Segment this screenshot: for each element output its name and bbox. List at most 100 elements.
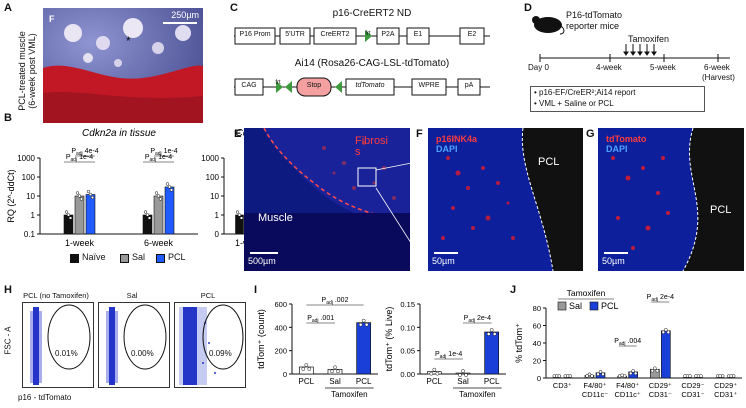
construct-title-top: p16-CreERT2 ND [332, 8, 412, 19]
data-point [568, 374, 573, 378]
data-point [235, 210, 240, 214]
data-point [86, 189, 91, 194]
box-p16-prom: P16 Prom [239, 31, 271, 38]
sig-sub: adj [440, 354, 447, 360]
sig-sub: adj [71, 157, 78, 163]
data-point [158, 197, 163, 201]
x-tick-label: PCL [427, 377, 443, 386]
facs-title-1: PCL (no Tamoxifen) [23, 291, 89, 300]
panel-label-j: J [510, 284, 517, 296]
legend-swatch-sal [120, 254, 129, 263]
data-point [237, 213, 242, 217]
sig-sub: adj [326, 300, 333, 306]
trichrome-image: F * 250µm [43, 8, 203, 123]
data-point [333, 365, 337, 370]
legend-label-pcl: PCL [601, 301, 619, 311]
box-pa: pA [464, 82, 474, 89]
tamoxifen-label: Tamoxifen [628, 34, 670, 44]
y-tick-label: 0.10 [400, 323, 415, 332]
x-tick-label: CD29⁺ [714, 381, 737, 390]
data-point [88, 192, 93, 197]
facs-x-axis: p16 - tdTomato [18, 393, 72, 402]
pcl-label-g: PCL [710, 204, 732, 216]
legend-label-naive: Naïve [82, 252, 106, 262]
panel-label-g: G [586, 128, 595, 140]
data-point [557, 374, 562, 378]
data-point [655, 369, 660, 373]
data-point [486, 332, 491, 336]
x-tick-label: CD11c⁻ [582, 390, 608, 399]
bar [661, 330, 671, 379]
tick-4week: 4-week [596, 63, 622, 72]
x-tick-label: CD11c⁺ [615, 390, 641, 399]
data-point [156, 194, 161, 198]
x-tick-label: 1-week [65, 238, 95, 246]
sig-p: P [322, 297, 327, 304]
fluorescence-image-e: Fibrosi s Muscle 500µm [244, 128, 410, 271]
x-tick-label: CD31⁻ [681, 390, 704, 399]
y-tick-label: 400 [274, 323, 287, 332]
sig-sub: adj [651, 297, 658, 303]
bullet-1: p16-EF/CreER²;Ai14 report [539, 88, 636, 97]
group-label: Tamoxifen [459, 390, 495, 399]
data-point [731, 374, 736, 378]
data-point [688, 374, 692, 378]
data-point [585, 374, 589, 378]
construct-diagram [234, 27, 490, 97]
data-point [145, 213, 150, 217]
data-point [633, 371, 638, 376]
facs-plot-2: 0.00% [98, 302, 170, 388]
sig-value: 1e-4 [77, 154, 93, 161]
data-point [598, 370, 603, 374]
panel-label-d: D [524, 2, 532, 14]
fibrosis-line1: Fibrosi [355, 135, 389, 147]
sig-value: .002 [333, 297, 349, 304]
legend-label-pcl: PCL [168, 252, 186, 262]
data-point [304, 363, 309, 367]
data-point [307, 367, 312, 371]
y-tick-label: 80 [533, 304, 541, 313]
facs-svg-3 [179, 304, 244, 385]
label-frt-top: frt [365, 31, 371, 37]
sig-label: Padj 1e-4 [66, 154, 93, 163]
data-point [301, 367, 306, 371]
sig-label: Padj 1e-4 [150, 148, 177, 157]
y-tick-label: 0 [537, 374, 541, 383]
mark-f: F [49, 14, 55, 24]
pcl-label-f: PCL [538, 156, 560, 168]
facs-percent-2: 0.00% [131, 349, 154, 358]
legend-label-sal: Sal [132, 252, 146, 262]
panel-label-a: A [4, 2, 12, 14]
panel-label-h: H [4, 284, 12, 296]
box-p2a: P2A [381, 31, 395, 38]
sig-label: Padj 2e-4 [464, 315, 491, 324]
legend-swatch-pcl [589, 301, 599, 311]
mouse-label: P16-tdTomato reporter mice [566, 10, 622, 32]
stain-label-f: p16INK4a [436, 134, 478, 144]
data-point [601, 372, 605, 376]
data-point [165, 182, 170, 186]
y-tick-label: 0 [215, 230, 220, 239]
data-point [75, 191, 80, 195]
bar [484, 331, 500, 375]
label-frt-bottom: frt [275, 80, 281, 86]
panel-label-i: I [254, 284, 258, 296]
fibrosis-label: Fibrosi s [355, 136, 388, 158]
group-label: Tamoxifen [331, 390, 367, 399]
bar [298, 366, 314, 375]
fluorescence-image-g: tdTomato DAPI PCL 50µm [598, 128, 744, 271]
scale-label-g: 50µm [602, 256, 625, 266]
sig-sub: adj [468, 318, 475, 324]
panel-label-e: E [234, 128, 242, 140]
x-tick-label: Sal [457, 377, 469, 386]
scale-bar-label-a: 250µm [171, 10, 199, 20]
data-point [720, 374, 725, 378]
y-tick-label: 1 [215, 211, 220, 220]
data-point [458, 373, 462, 377]
timeline [539, 44, 730, 62]
panel-a-label-line1: PCL-treated muscle [17, 31, 27, 111]
image-e-svg [244, 128, 410, 271]
fibrosis-line2: s [355, 146, 361, 158]
sig-label: Padj .001 [307, 315, 334, 324]
